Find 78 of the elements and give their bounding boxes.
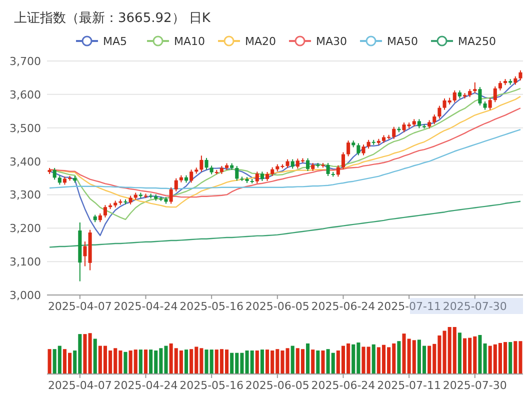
candlestick [452,90,456,103]
bar [260,350,264,374]
legend-label: MA20 [245,35,276,48]
y-tick-label: 3,200 [10,222,41,236]
candlestick [169,186,173,204]
candlestick [518,70,522,81]
chart-title: 上证指数（最新：3665.92） 日K [14,11,211,26]
y-tick-label: 3,500 [10,122,41,135]
legend-label: MA50 [387,35,418,48]
candlestick [341,152,346,170]
x-tick-label: 2025-07-11 [377,379,442,392]
candlestick [432,114,436,125]
candlestick [362,144,366,156]
bar [144,350,148,374]
y-tick-label: 3,000 [10,289,41,302]
candlestick [200,155,204,172]
candlestick [190,169,194,184]
candlestick [438,105,442,119]
bar [124,352,128,374]
legend-label: MA30 [316,35,348,48]
bar [321,350,325,374]
x-tick-label: 2025-04-24 [114,300,178,313]
candlestick [306,158,310,172]
candlestick [478,86,482,106]
legend-label: MA10 [174,35,206,48]
y-tick-label: 3,600 [10,88,41,102]
x-tick-label: 2025-07-30 [442,300,507,313]
candlestick [392,126,396,140]
bar [286,348,290,374]
x-tick-label: 2025-06-05 [245,379,310,392]
y-tick-label: 3,700 [10,55,41,68]
candlestick [103,204,108,218]
x-tick-label: 2025-06-05 [245,300,310,313]
candlestick [52,167,56,180]
x-tick-label: 2025-04-24 [114,379,178,392]
x-tick-label: 2025-05-16 [180,300,244,313]
bar [306,343,310,374]
x-tick-label: 2025-04-07 [48,379,112,392]
candlestick [290,158,294,170]
y-tick-label: 3,100 [10,256,41,269]
candlestick [346,140,350,157]
candlestick [204,157,208,170]
candlestick [235,165,239,182]
x-tick-label: 2025-05-16 [180,379,244,392]
x-tick-label: 2025-04-07 [48,300,112,313]
candlestick [473,82,477,94]
legend-label: MA250 [458,35,496,48]
x-tick-label: 2025-07-30 [442,379,507,392]
bar [508,342,512,374]
x-tick-label: 2025-06-24 [311,300,376,313]
candlestick [417,118,421,129]
bar [372,344,376,374]
candlestick [266,171,270,182]
bar [93,338,97,374]
candlestick [498,80,502,91]
x-tick-label: 2025-07-11 [377,300,442,313]
candlestick [174,178,178,192]
candlestick [356,142,360,156]
candlestick [336,164,340,178]
x-tick-label: 2025-06-24 [311,379,376,392]
candlestick [488,98,492,110]
bar [184,350,188,374]
candlestick [260,171,264,182]
candlestick [326,162,330,176]
candlestick [255,171,259,184]
bar [397,341,401,374]
bar [458,332,462,374]
y-tick-label: 3,400 [10,155,41,168]
candlestick [58,175,62,186]
bar [255,350,259,374]
bar [290,346,294,374]
candlestick [493,86,497,103]
bar [311,350,315,374]
bar [316,350,320,374]
bar [48,349,52,374]
y-tick-label: 3,300 [10,188,41,202]
bar [138,350,142,374]
legend-label: MA5 [103,35,128,48]
